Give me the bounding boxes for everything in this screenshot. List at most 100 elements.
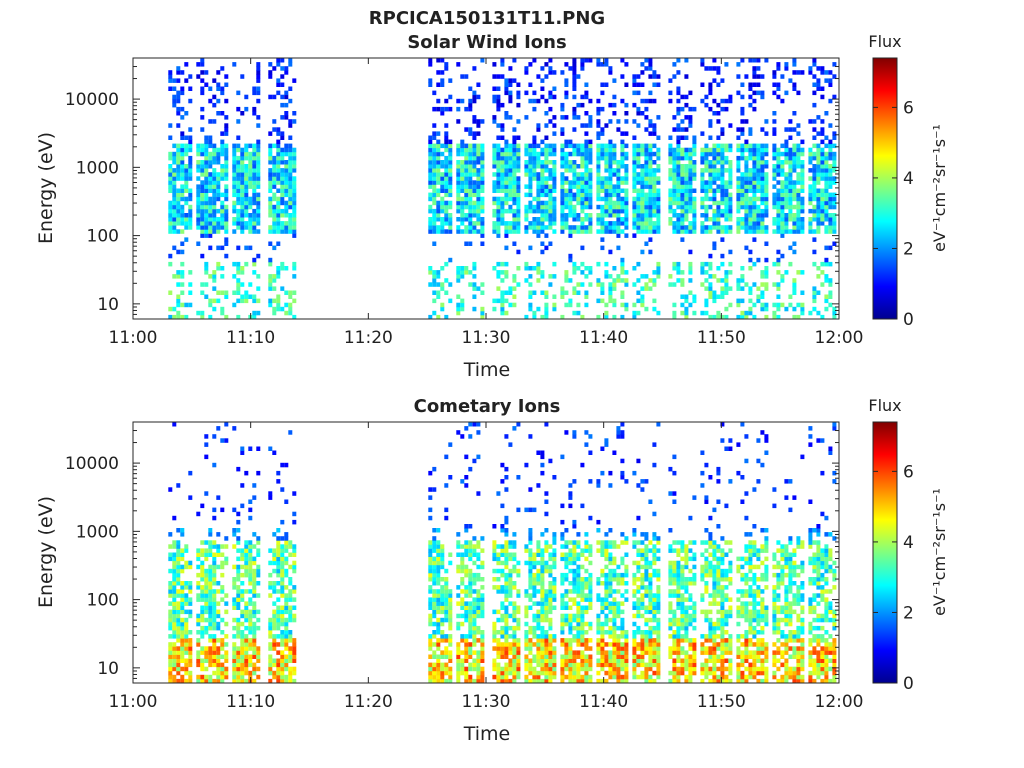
heatmap-cell (728, 229, 733, 234)
heatmap-cell (468, 621, 473, 627)
heatmap-cell (460, 151, 465, 157)
heatmap-cell (528, 168, 533, 173)
heatmap-cell (720, 184, 725, 189)
heatmap-cell (284, 176, 289, 181)
heatmap-cell (240, 172, 245, 177)
heatmap-cell (680, 180, 685, 185)
heatmap-cell (764, 147, 769, 153)
heatmap-cell (468, 585, 473, 590)
heatmap-cell (460, 613, 465, 619)
heatmap-cell (792, 86, 797, 91)
heatmap-cell (744, 200, 749, 206)
heatmap-cell (512, 78, 517, 83)
heatmap-cell (500, 217, 505, 222)
heatmap-cell (532, 625, 537, 631)
heatmap-cell (172, 188, 177, 193)
heatmap-cell (448, 139, 453, 145)
heatmap-cell (196, 581, 201, 586)
heatmap-cell (508, 172, 513, 177)
heatmap-cell (208, 674, 213, 680)
heatmap-cell (480, 151, 485, 157)
heatmap-cell (240, 654, 245, 659)
heatmap-cell (432, 662, 437, 668)
heatmap-cell (468, 282, 473, 287)
heatmap-cell (472, 143, 477, 149)
heatmap-cell (460, 147, 465, 153)
heatmap-cell (816, 172, 821, 177)
heatmap-cell (468, 225, 473, 230)
heatmap-cell (712, 221, 717, 226)
heatmap-cell (440, 184, 445, 189)
heatmap-cell (448, 180, 453, 185)
heatmap-cell (676, 261, 681, 267)
heatmap-cell (636, 123, 641, 128)
heatmap-cell (512, 638, 517, 643)
heatmap-cell (748, 290, 753, 295)
heatmap-cell (244, 589, 249, 594)
heatmap-cell (828, 204, 833, 210)
heatmap-cell (200, 151, 205, 157)
heatmap-cell (504, 613, 509, 619)
heatmap-cell (720, 160, 725, 165)
heatmap-cell (736, 278, 741, 283)
heatmap-cell (584, 172, 589, 177)
heatmap-cell (176, 605, 181, 610)
heatmap-cell (532, 196, 537, 202)
heatmap-cell (204, 160, 209, 165)
heatmap-cell (240, 593, 245, 598)
heatmap-cell (576, 217, 581, 222)
heatmap-cell (476, 658, 481, 663)
heatmap-cell (736, 204, 741, 210)
heatmap-cell (596, 123, 601, 128)
heatmap-cell (436, 605, 441, 610)
heatmap-cell (196, 204, 201, 210)
heatmap-cell (792, 217, 797, 222)
heatmap-cell (268, 585, 273, 590)
heatmap-cell (820, 155, 825, 161)
heatmap-cell (448, 654, 453, 659)
heatmap-cell (636, 155, 641, 161)
heatmap-cell (208, 585, 213, 590)
heatmap-cell (536, 229, 541, 234)
heatmap-cell (512, 135, 517, 140)
heatmap-cell (824, 261, 829, 267)
heatmap-cell (492, 119, 497, 124)
heatmap-cell (652, 229, 657, 234)
heatmap-cell (428, 568, 433, 574)
heatmap-cell (688, 270, 693, 275)
y-tick-label: 1000 (76, 158, 119, 178)
heatmap-cell (252, 225, 257, 230)
heatmap-cell (432, 278, 437, 283)
heatmap-cell (652, 184, 657, 189)
heatmap-cell (728, 196, 733, 202)
heatmap-cell (736, 196, 741, 202)
heatmap-cell (572, 261, 577, 267)
heatmap-cell (656, 225, 661, 230)
heatmap-cell (508, 650, 513, 655)
heatmap-cell (184, 630, 189, 635)
heatmap-cell (824, 298, 829, 304)
heatmap-cell (456, 168, 461, 173)
heatmap-cell (688, 160, 693, 165)
heatmap-cell (716, 119, 721, 124)
heatmap-cell (244, 601, 249, 606)
heatmap-cell (604, 196, 609, 202)
heatmap-cell (208, 568, 213, 574)
heatmap-cell (168, 613, 173, 619)
heatmap-cell (168, 625, 173, 631)
heatmap-cell (188, 98, 193, 104)
heatmap-cell (828, 176, 833, 181)
heatmap-cell (676, 155, 681, 161)
heatmap-cell (612, 172, 617, 177)
heatmap-cell (480, 650, 485, 655)
heatmap-cell (624, 278, 629, 283)
heatmap-cell (796, 208, 801, 214)
heatmap-cell (716, 266, 721, 271)
heatmap-cell (672, 155, 677, 161)
heatmap-cell (632, 233, 637, 238)
heatmap-cell (428, 184, 433, 189)
heatmap-cell (736, 298, 741, 304)
heatmap-cell (224, 74, 229, 79)
heatmap-cell (744, 168, 749, 173)
heatmap-cell (168, 168, 173, 173)
